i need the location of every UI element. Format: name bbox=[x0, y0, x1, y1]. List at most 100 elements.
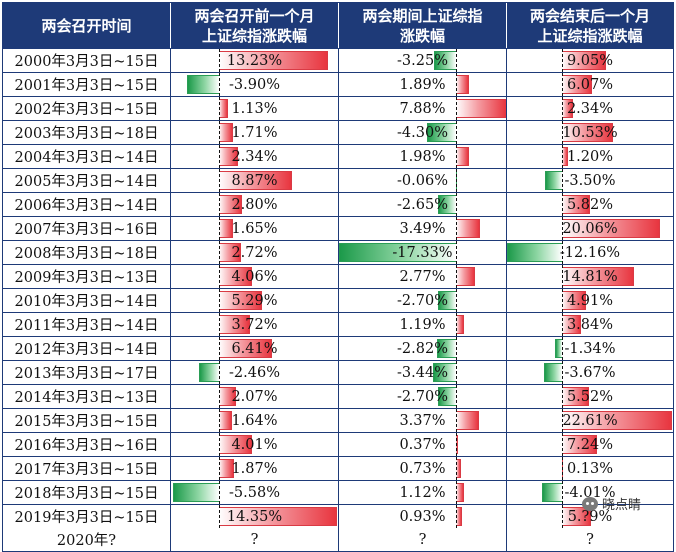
bar-axis-line bbox=[456, 49, 457, 72]
during-cell: 1.89% bbox=[339, 73, 507, 96]
bar-axis-line bbox=[456, 409, 457, 432]
before-cell: 5.29% bbox=[171, 289, 339, 312]
before-value: 2.72% bbox=[231, 244, 278, 261]
positive-data-bar bbox=[562, 51, 607, 70]
period-cell: 2015年3月3日~15日 bbox=[3, 409, 171, 432]
bar-axis-line bbox=[562, 313, 563, 336]
before-cell: 1.71% bbox=[171, 121, 339, 144]
positive-data-bar bbox=[219, 171, 292, 190]
during-cell: 0.37% bbox=[339, 433, 507, 456]
negative-data-bar bbox=[507, 243, 562, 262]
period-cell: 2013年3月3日~17日 bbox=[3, 361, 171, 384]
after-cell: 5.52% bbox=[507, 385, 673, 408]
during-value: 1.12% bbox=[399, 484, 446, 501]
bar-axis-line bbox=[219, 289, 220, 312]
bar-axis-line bbox=[219, 97, 220, 120]
table-row: 2002年3月3日~15日 1.13% 7.88% 2.34% bbox=[3, 97, 673, 121]
during-cell: ? bbox=[339, 528, 507, 551]
after-value: 14.81% bbox=[562, 268, 618, 285]
bar-axis-line bbox=[219, 409, 220, 432]
bar-axis-line bbox=[562, 97, 563, 120]
period-cell: 2006年3月3日~14日 bbox=[3, 193, 171, 216]
positive-data-bar bbox=[456, 483, 464, 502]
after-value: -1.34% bbox=[564, 340, 616, 357]
bar-axis-line bbox=[456, 361, 457, 384]
bar-axis-line bbox=[219, 145, 220, 168]
bar-axis-line bbox=[562, 457, 563, 480]
before-cell: 1.13% bbox=[171, 97, 339, 120]
positive-data-bar bbox=[562, 291, 586, 310]
table-row: 2013年3月3日~17日 -2.46% -3.44% -3.67% bbox=[3, 361, 673, 385]
positive-data-bar bbox=[456, 459, 461, 478]
during-value: -2.70% bbox=[397, 292, 448, 309]
during-value: -2.82% bbox=[397, 340, 448, 357]
negative-data-bar bbox=[339, 243, 456, 262]
before-value: 1.13% bbox=[231, 100, 278, 117]
positive-data-bar bbox=[456, 507, 463, 526]
before-value: 2.07% bbox=[231, 388, 278, 405]
bar-axis-line bbox=[562, 121, 563, 144]
period-cell: 2007年3月3日~16日 bbox=[3, 217, 171, 240]
bar-axis-line bbox=[562, 169, 563, 192]
after-value: -3.67% bbox=[564, 364, 616, 381]
during-cell: 1.19% bbox=[339, 313, 507, 336]
during-value: 7.88% bbox=[399, 100, 446, 117]
bar-axis-line bbox=[562, 433, 563, 456]
bar-axis-line bbox=[456, 193, 457, 216]
positive-data-bar bbox=[456, 147, 470, 166]
during-cell: 3.49% bbox=[339, 217, 507, 240]
positive-data-bar bbox=[456, 267, 475, 286]
negative-data-bar bbox=[437, 387, 456, 406]
before-value: 1.65% bbox=[231, 220, 278, 237]
bar-axis-line bbox=[562, 217, 563, 240]
bar-axis-line bbox=[219, 457, 220, 480]
bar-axis-line bbox=[456, 217, 457, 240]
table-row: 2010年3月3日~14日 5.29% -2.70% 4.91% bbox=[3, 289, 673, 313]
during-value: -3.25% bbox=[397, 52, 448, 69]
negative-data-bar bbox=[437, 291, 456, 310]
during-cell: -2.82% bbox=[339, 337, 507, 360]
watermark: 晓点睛 bbox=[582, 494, 641, 513]
during-value: -0.06% bbox=[397, 172, 448, 189]
bar-axis-line bbox=[456, 265, 457, 288]
bar-axis-line bbox=[562, 241, 563, 264]
negative-data-bar bbox=[173, 483, 219, 502]
before-cell: 2.72% bbox=[171, 241, 339, 264]
before-cell: 13.23% bbox=[171, 49, 339, 72]
bar-axis-line bbox=[219, 361, 220, 384]
bar-axis-line bbox=[219, 433, 220, 456]
period-cell: 2000年3月3日~15日 bbox=[3, 49, 171, 72]
before-value: 13.23% bbox=[226, 52, 283, 69]
table-row: 2017年3月3日~15日 1.87% 0.73% 0.13% bbox=[3, 457, 673, 481]
bar-axis-line bbox=[456, 241, 457, 264]
after-cell: 7.24% bbox=[507, 433, 673, 456]
bar-axis-line bbox=[562, 145, 563, 168]
during-cell: -4.30% bbox=[339, 121, 507, 144]
negative-data-bar bbox=[544, 363, 562, 382]
period-cell: 2009年3月3日~13日 bbox=[3, 265, 171, 288]
bar-axis-line bbox=[456, 121, 457, 144]
positive-data-bar bbox=[219, 387, 237, 406]
table-row: 2001年3月3日~15日 -3.90% 1.89% 6.07% bbox=[3, 73, 673, 97]
during-cell: -3.44% bbox=[339, 361, 507, 384]
positive-data-bar bbox=[456, 75, 469, 94]
table-row: 2019年3月3日~15日 14.35% 0.93% 5.?9% bbox=[3, 505, 673, 528]
after-value: 20.06% bbox=[562, 220, 618, 237]
period-cell: 2014年3月3日~13日 bbox=[3, 385, 171, 408]
table-row: 2007年3月3日~16日 1.65% 3.49% 20.06% bbox=[3, 217, 673, 241]
positive-data-bar bbox=[562, 507, 591, 526]
during-cell: -2.70% bbox=[339, 385, 507, 408]
after-cell: 10.53% bbox=[507, 121, 673, 144]
before-cell: 2.07% bbox=[171, 385, 339, 408]
bar-axis-line bbox=[219, 217, 220, 240]
before-cell: 2.80% bbox=[171, 193, 339, 216]
before-cell: 1.87% bbox=[171, 457, 339, 480]
after-cell: 22.61% bbox=[507, 409, 673, 432]
bar-axis-line bbox=[219, 169, 220, 192]
table-row: 2000年3月3日~15日 13.23% -3.25% 9.05% bbox=[3, 49, 673, 73]
bar-axis-line bbox=[219, 481, 220, 504]
header-before: 两会召开前一个月 上证综指涨跌幅 bbox=[171, 3, 339, 48]
negative-data-bar bbox=[555, 339, 562, 358]
during-cell: -2.65% bbox=[339, 193, 507, 216]
period-cell: 2019年3月3日~15日 bbox=[3, 505, 171, 528]
